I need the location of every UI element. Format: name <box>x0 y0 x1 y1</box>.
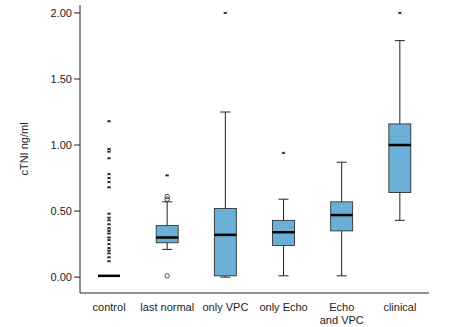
svg-text:control: control <box>93 301 126 313</box>
svg-text:1.00: 1.00 <box>51 139 72 151</box>
svg-text:cTNI ng/ml: cTNI ng/ml <box>18 122 30 175</box>
svg-text:only Echo: only Echo <box>259 301 307 313</box>
svg-text:only VPC: only VPC <box>202 301 248 313</box>
svg-text:clinical: clinical <box>383 301 416 313</box>
svg-text:0.00: 0.00 <box>51 271 72 283</box>
svg-text:0.50: 0.50 <box>51 205 72 217</box>
svg-text:last normal: last normal <box>140 301 194 313</box>
svg-text:Echoand VPC: Echoand VPC <box>320 301 364 326</box>
svg-text:2.00: 2.00 <box>51 7 72 19</box>
svg-text:1.50: 1.50 <box>51 73 72 85</box>
